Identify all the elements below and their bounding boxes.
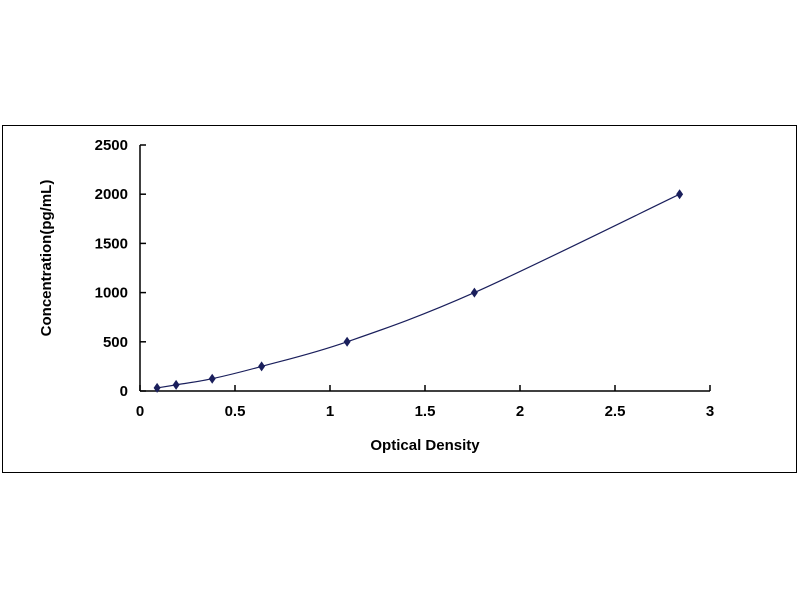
data-point [208, 373, 216, 384]
y-tick-label: 1000 [95, 285, 128, 302]
data-point [470, 287, 478, 298]
x-tick-label: 0 [136, 403, 144, 420]
x-tick-label: 2.5 [605, 403, 626, 420]
x-tick-label: 1.5 [415, 403, 436, 420]
data-point [172, 379, 180, 390]
fit-curve [157, 193, 680, 389]
y-tick-label: 2500 [95, 137, 128, 154]
y-tick-label: 1500 [95, 235, 128, 252]
x-tick-label: 2 [516, 403, 524, 420]
chart-frame [2, 125, 797, 473]
y-tick-label: 2000 [95, 186, 128, 203]
x-axis-label: Optical Density [370, 437, 480, 454]
x-tick-label: 3 [706, 403, 714, 420]
y-tick-label: 0 [120, 383, 128, 400]
x-tick-label: 0.5 [225, 403, 246, 420]
data-point [676, 189, 684, 200]
y-tick-label: 500 [103, 334, 128, 351]
data-point [153, 382, 161, 393]
data-point [258, 361, 266, 372]
y-axis-label: Concentration(pg/mL) [38, 180, 55, 337]
data-point [343, 336, 351, 347]
x-tick-label: 1 [326, 403, 334, 420]
